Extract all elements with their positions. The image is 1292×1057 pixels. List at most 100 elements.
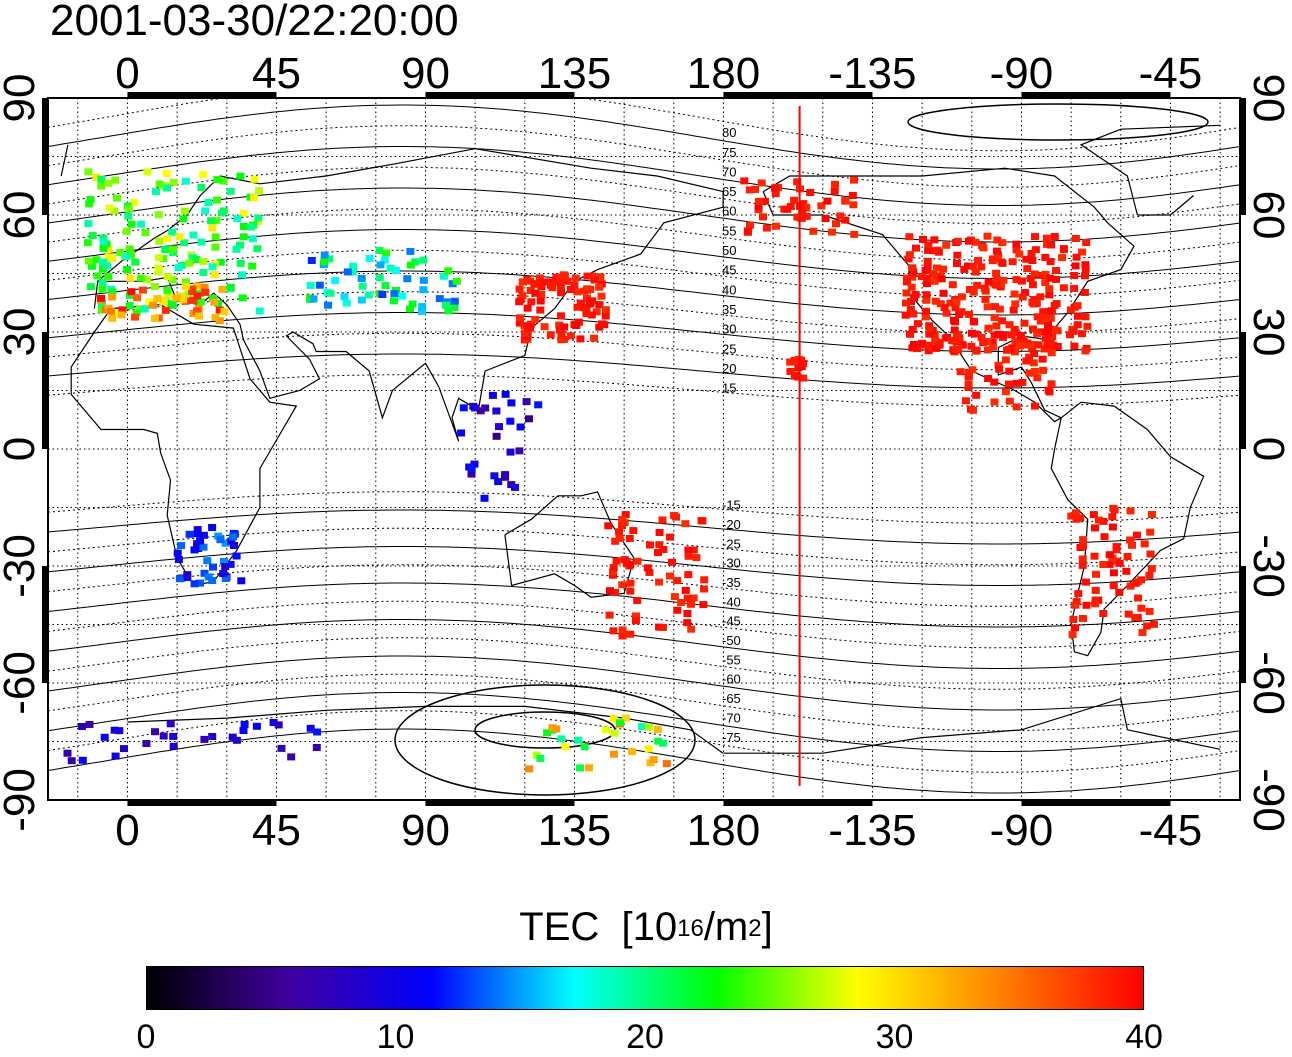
tec-cell <box>946 299 955 307</box>
tec-cell <box>93 272 102 280</box>
tec-cell <box>772 222 780 230</box>
tec-cell <box>476 407 485 415</box>
tec-cell <box>189 296 198 304</box>
tec-cell <box>537 291 546 298</box>
tec-cell <box>141 229 150 237</box>
tec-cell <box>955 334 964 342</box>
tec-cell <box>1016 342 1025 350</box>
tec-cell <box>968 262 977 270</box>
tec-cell <box>984 338 993 346</box>
tec-cell <box>159 732 168 740</box>
tec-cell <box>1105 560 1114 568</box>
tec-cell <box>966 286 974 293</box>
tec-cell <box>131 313 139 321</box>
tec-cell <box>907 283 916 291</box>
tec-cell <box>1137 604 1146 612</box>
tec-cell <box>213 176 222 184</box>
tec-cell <box>390 297 398 305</box>
tec-cell <box>172 294 181 302</box>
tec-cell <box>665 533 674 541</box>
tec-cell <box>1071 235 1080 242</box>
tec-cell <box>220 308 229 315</box>
tec-cell <box>905 233 914 241</box>
tec-cell <box>240 720 249 728</box>
tec-cell <box>444 267 453 275</box>
tec-cell <box>419 276 428 284</box>
tec-cell <box>992 322 1001 330</box>
tec-cell <box>137 220 146 228</box>
tec-cell <box>790 196 799 204</box>
tec-cell <box>917 273 926 281</box>
tec-cell <box>525 415 533 423</box>
right-lat-tick: 60 <box>1244 191 1292 240</box>
tec-cell <box>988 343 997 351</box>
tec-cell <box>99 244 108 252</box>
tec-cell <box>277 744 286 752</box>
tec-cell <box>196 537 205 545</box>
edge-bar-top <box>1021 92 1171 98</box>
tec-cell <box>169 245 178 253</box>
tec-cell <box>488 391 497 399</box>
tec-cell <box>1010 348 1019 356</box>
tec-cell <box>1078 561 1087 569</box>
tec-cell <box>1045 291 1054 299</box>
tec-cell <box>759 213 767 221</box>
tec-cell <box>556 282 565 290</box>
tec-cell <box>253 245 262 253</box>
tec-cell <box>418 303 427 311</box>
tec-cell <box>1001 388 1010 396</box>
tec-cell <box>1132 531 1141 539</box>
tec-cell <box>654 549 662 556</box>
tec-cell <box>108 314 117 322</box>
tec-cell <box>522 398 531 406</box>
tec-cell <box>904 255 913 263</box>
tec-cell <box>1016 332 1025 340</box>
tec-cell <box>122 253 131 261</box>
tec-cell <box>1018 293 1027 301</box>
tec-cell <box>173 549 182 557</box>
tec-cell <box>1082 239 1091 246</box>
tec-cell <box>1044 308 1053 315</box>
tec-cell <box>662 760 671 768</box>
tec-cell <box>167 300 176 308</box>
tec-cell <box>913 345 921 353</box>
tec-cell <box>902 289 911 297</box>
tec-cell <box>942 309 951 317</box>
tec-cell <box>1083 322 1092 330</box>
tec-cell <box>116 249 125 256</box>
tec-cell <box>1041 270 1050 278</box>
tec-cell <box>901 311 910 319</box>
tec-cell <box>1092 570 1100 578</box>
tec-cell <box>1115 559 1124 567</box>
tec-cell <box>595 323 604 331</box>
tec-cell <box>684 552 693 560</box>
tec-cell <box>238 294 247 302</box>
tec-cell <box>850 176 858 184</box>
tec-cell <box>1047 380 1056 388</box>
tec-cell <box>1028 345 1037 353</box>
tec-cell <box>659 546 668 553</box>
tec-cell <box>536 755 545 762</box>
tec-cell <box>626 630 635 638</box>
map-grid <box>48 98 1240 800</box>
polar-contour <box>394 684 696 796</box>
tec-cell <box>1021 289 1030 297</box>
edge-bar-left <box>42 332 48 449</box>
tec-cell <box>111 752 120 760</box>
tec-cell <box>526 277 535 285</box>
tec-cell <box>1011 329 1020 337</box>
tec-cell <box>618 632 627 640</box>
tec-cell <box>131 258 140 266</box>
tec-cell <box>331 277 340 285</box>
tec-cell <box>536 297 545 305</box>
bottom-lon-tick: 45 <box>252 806 301 855</box>
tec-cell <box>450 297 459 305</box>
tec-cell <box>692 554 701 562</box>
tec-cell <box>1068 631 1077 639</box>
tec-cell <box>1082 601 1091 609</box>
tec-cell <box>583 294 591 302</box>
tec-cell <box>934 248 943 256</box>
tec-cell <box>1100 533 1109 541</box>
tec-cell <box>523 304 532 312</box>
tec-cell <box>964 384 973 391</box>
